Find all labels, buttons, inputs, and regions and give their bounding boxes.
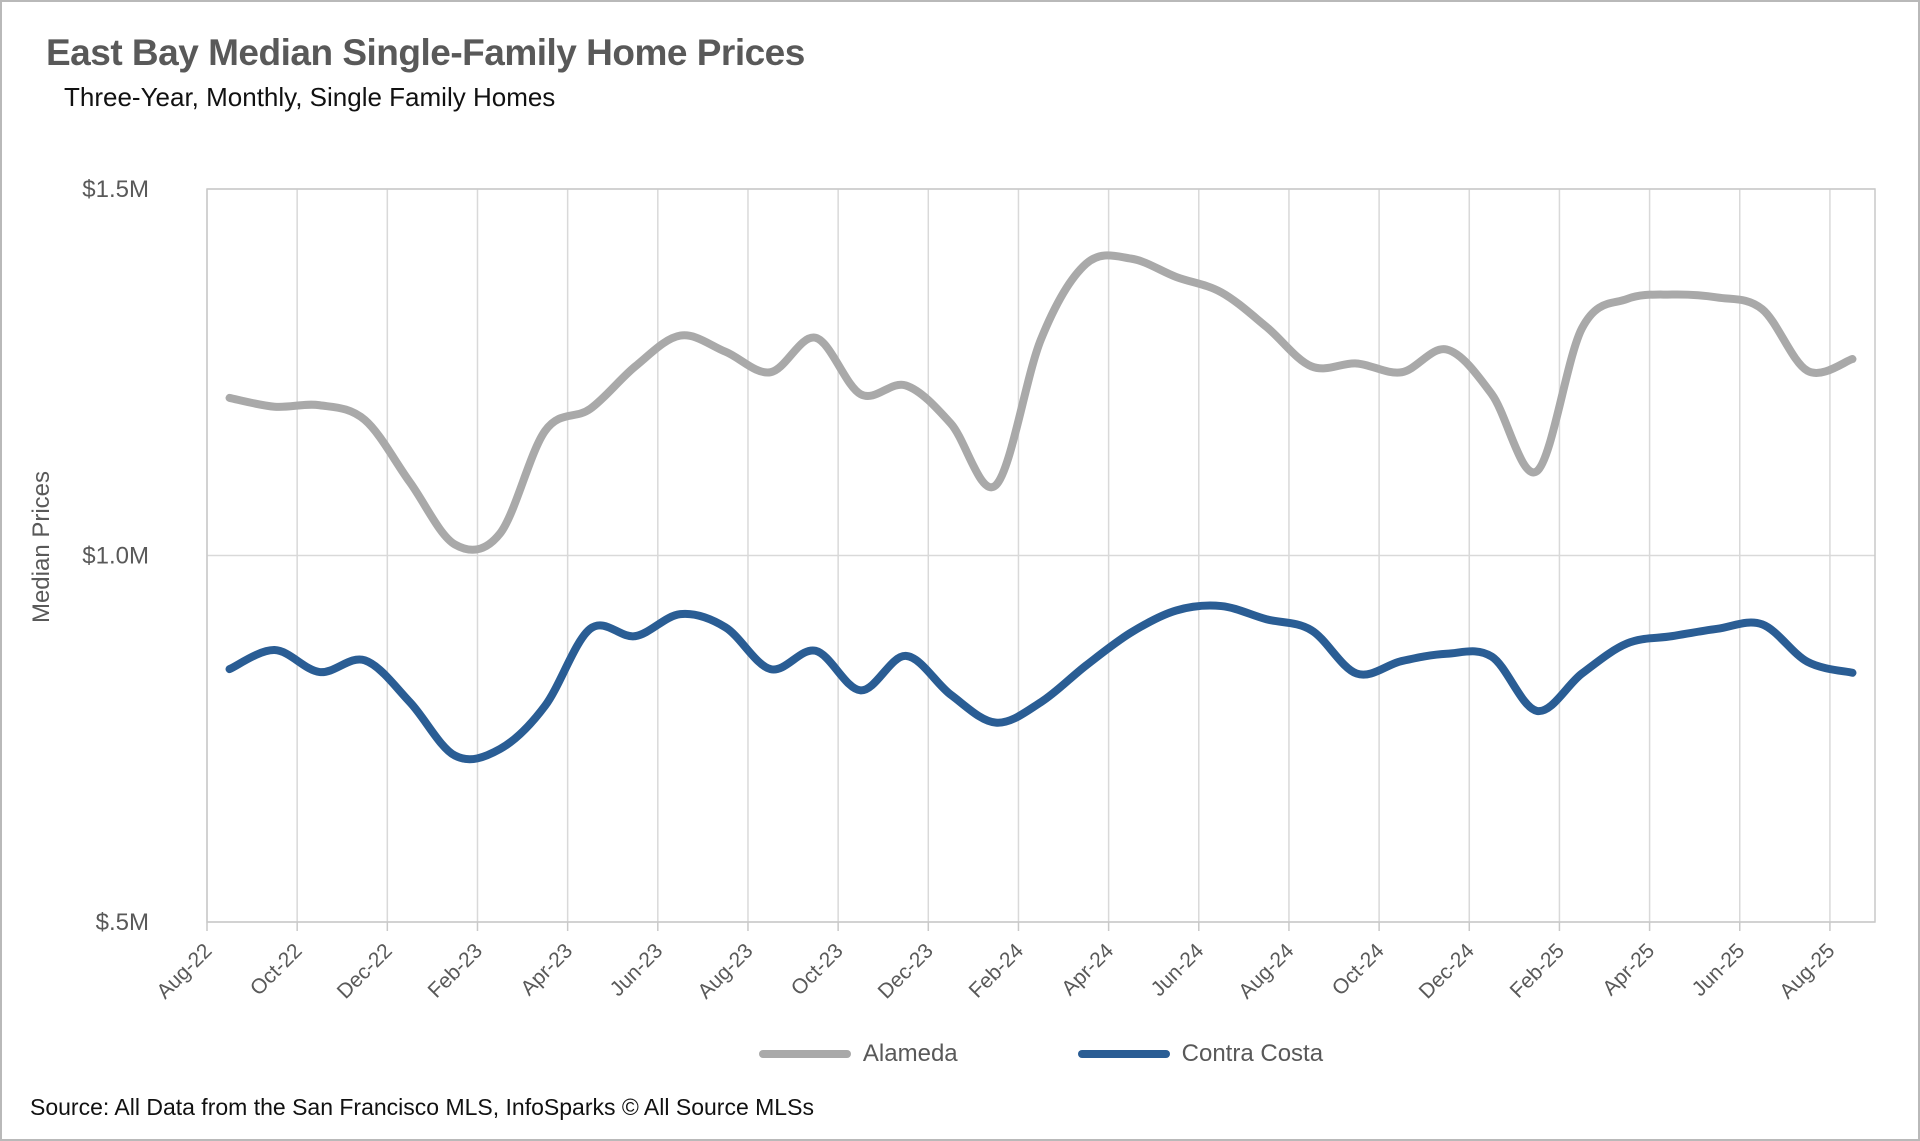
alameda-line-swatch-icon xyxy=(758,1050,851,1058)
x-tick-label: Oct-24 xyxy=(1328,939,1389,1000)
legend-label: Alameda xyxy=(862,1040,958,1067)
x-tick-label: Oct-23 xyxy=(787,939,848,1000)
x-tick-label: Dec-23 xyxy=(874,939,938,1003)
page-title: East Bay Median Single-Family Home Price… xyxy=(46,32,805,73)
x-tick-label: Apr-23 xyxy=(516,939,577,1000)
contra-costa-series-line xyxy=(225,601,1857,764)
contra-costa-line-swatch-icon xyxy=(1077,1050,1170,1058)
x-tick-label: Feb-23 xyxy=(424,939,487,1002)
x-tick-label: Oct-22 xyxy=(246,939,307,1000)
y-tick-label: $.5M xyxy=(96,909,149,936)
page-subtitle: Three-Year, Monthly, Single Family Homes xyxy=(64,82,556,112)
x-tick-label: Aug-24 xyxy=(1234,939,1298,1003)
x-tick-label: Feb-24 xyxy=(965,939,1029,1003)
x-tick-label: Aug-23 xyxy=(693,939,757,1003)
x-tick-label: Apr-25 xyxy=(1598,939,1659,1000)
plot-border xyxy=(206,188,1876,923)
legend-item-alameda: Alameda xyxy=(758,1040,958,1068)
alameda-series-line xyxy=(225,251,1857,554)
source-note: Source: All Data from the San Francisco … xyxy=(30,1094,814,1120)
x-tick-label: Jun-25 xyxy=(1688,939,1750,1001)
x-tick-label: Aug-22 xyxy=(152,939,216,1003)
x-tick-label: Dec-24 xyxy=(1415,939,1479,1003)
x-tick-label: Aug-25 xyxy=(1775,939,1839,1003)
legend-label: Contra Costa xyxy=(1181,1040,1324,1067)
y-tick-label: $1.5M xyxy=(82,176,149,203)
x-tick-label: Jun-23 xyxy=(606,939,668,1001)
x-tick-label: Dec-22 xyxy=(333,939,397,1003)
chart-legend: Alameda Contra Costa xyxy=(207,1032,1875,1076)
x-tick-label: Feb-25 xyxy=(1506,939,1569,1002)
x-tick-label: Jun-24 xyxy=(1147,939,1209,1001)
legend-item-contra-costa: Contra Costa xyxy=(1077,1040,1324,1068)
y-tick-label: $1.0M xyxy=(82,543,149,570)
x-tick-label: Apr-24 xyxy=(1057,939,1118,1000)
